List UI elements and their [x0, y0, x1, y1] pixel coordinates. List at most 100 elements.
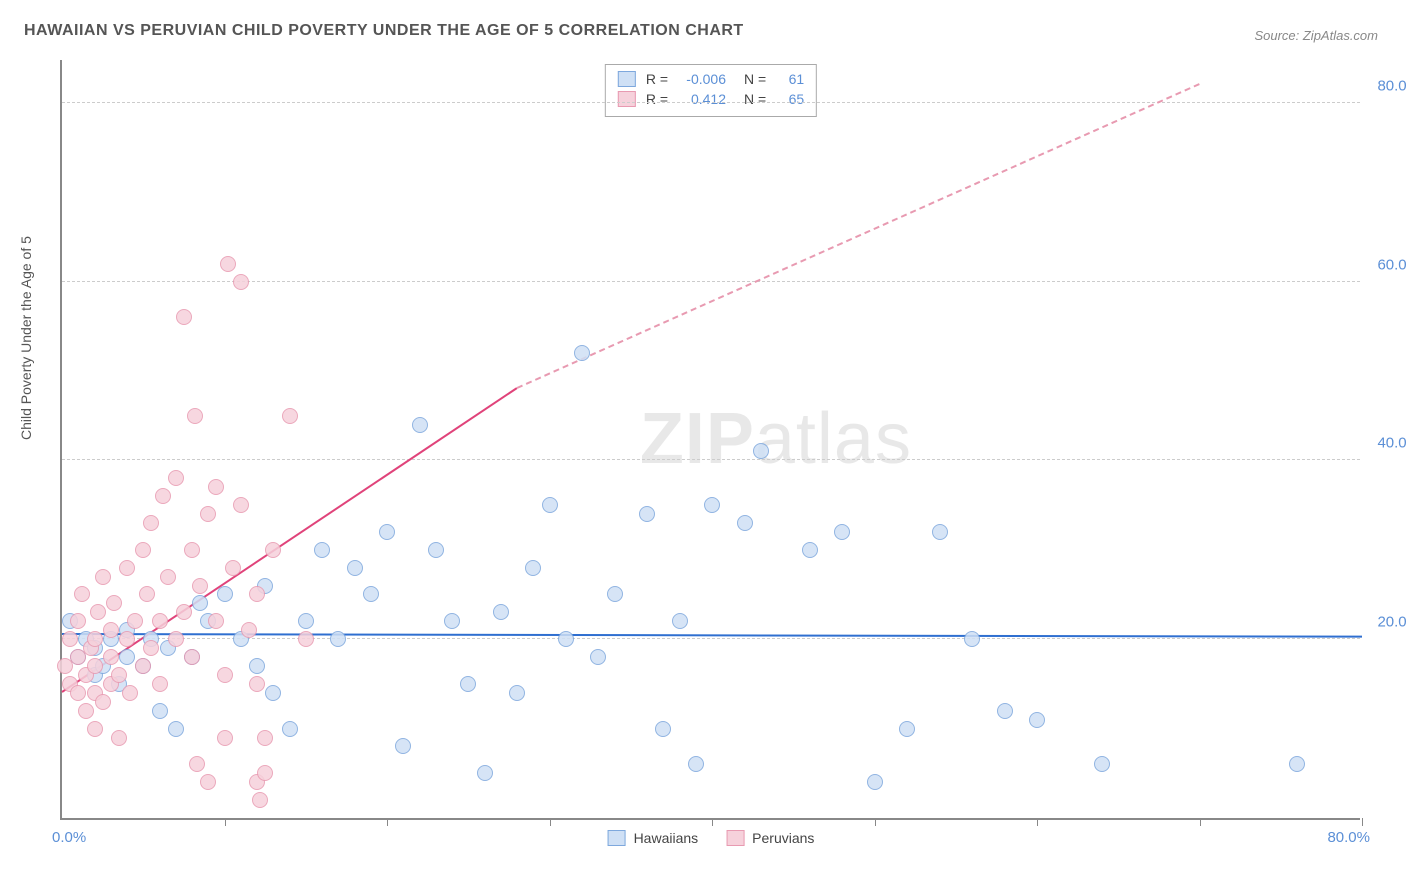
y-tick-label: 80.0% [1377, 77, 1406, 94]
data-point [363, 586, 379, 602]
data-point [590, 649, 606, 665]
data-point [753, 443, 769, 459]
x-tick [1037, 818, 1038, 826]
data-point [90, 604, 106, 620]
legend-label: Peruvians [752, 830, 814, 846]
data-point [257, 730, 273, 746]
data-point [639, 506, 655, 522]
data-point [143, 640, 159, 656]
data-point [111, 730, 127, 746]
data-point [87, 631, 103, 647]
data-point [330, 631, 346, 647]
data-point [477, 765, 493, 781]
data-point [688, 756, 704, 772]
chart-title: HAWAIIAN VS PERUVIAN CHILD POVERTY UNDER… [24, 22, 744, 40]
source-link[interactable]: ZipAtlas.com [1303, 28, 1378, 43]
data-point [412, 417, 428, 433]
regression-line [62, 633, 1362, 638]
data-point [168, 470, 184, 486]
data-point [932, 524, 948, 540]
data-point [225, 560, 241, 576]
y-tick-label: 20.0% [1377, 614, 1406, 631]
data-point [233, 274, 249, 290]
data-point [298, 613, 314, 629]
legend-item: Hawaiians [608, 830, 699, 846]
x-tick [387, 818, 388, 826]
gridline [62, 638, 1360, 639]
data-point [265, 542, 281, 558]
data-point [74, 586, 90, 602]
data-point [867, 774, 883, 790]
data-point [217, 586, 233, 602]
data-point [1094, 756, 1110, 772]
data-point [509, 685, 525, 701]
x-axis-origin-label: 0.0% [52, 829, 86, 846]
data-point [964, 631, 980, 647]
data-point [160, 569, 176, 585]
watermark-zip: ZIP [640, 399, 755, 479]
data-point [87, 721, 103, 737]
data-point [249, 658, 265, 674]
source-prefix: Source: [1254, 28, 1302, 43]
legend-item: Peruvians [726, 830, 814, 846]
data-point [220, 256, 236, 272]
data-point [802, 542, 818, 558]
data-point [282, 721, 298, 737]
data-point [184, 542, 200, 558]
data-point [168, 721, 184, 737]
data-point [347, 560, 363, 576]
gridline [62, 102, 1360, 103]
legend-swatch [726, 830, 744, 846]
data-point [672, 613, 688, 629]
data-point [737, 515, 753, 531]
bottom-legend: Hawaiians Peruvians [608, 830, 815, 846]
data-point [525, 560, 541, 576]
data-point [139, 586, 155, 602]
data-point [298, 631, 314, 647]
data-point [200, 506, 216, 522]
data-point [200, 774, 216, 790]
data-point [607, 586, 623, 602]
data-point [192, 578, 208, 594]
gridline [62, 459, 1360, 460]
y-axis-label: Child Poverty Under the Age of 5 [18, 236, 34, 440]
data-point [152, 676, 168, 692]
source-attribution: Source: ZipAtlas.com [1254, 28, 1378, 43]
data-point [143, 515, 159, 531]
data-point [574, 345, 590, 361]
data-point [135, 542, 151, 558]
r-value: -0.006 [678, 69, 726, 89]
data-point [189, 756, 205, 772]
y-tick-label: 60.0% [1377, 256, 1406, 273]
data-point [395, 738, 411, 754]
x-tick [1362, 818, 1363, 826]
watermark: ZIPatlas [640, 398, 912, 480]
data-point [379, 524, 395, 540]
stats-row: R =0.412N =65 [618, 89, 804, 109]
data-point [265, 685, 281, 701]
stats-legend-box: R =-0.006N =61R =0.412N =65 [605, 64, 817, 117]
x-axis-max-label: 80.0% [1327, 829, 1370, 846]
data-point [87, 658, 103, 674]
data-point [208, 613, 224, 629]
stats-row: R =-0.006N =61 [618, 69, 804, 89]
data-point [1289, 756, 1305, 772]
data-point [428, 542, 444, 558]
data-point [704, 497, 720, 513]
data-point [135, 658, 151, 674]
data-point [127, 613, 143, 629]
data-point [444, 613, 460, 629]
series-swatch [618, 71, 636, 87]
data-point [106, 595, 122, 611]
data-point [217, 667, 233, 683]
n-value: 65 [776, 89, 804, 109]
data-point [257, 765, 273, 781]
data-point [95, 569, 111, 585]
x-tick [875, 818, 876, 826]
data-point [655, 721, 671, 737]
scatter-plot: ZIPatlas R =-0.006N =61R =0.412N =65 Haw… [60, 60, 1360, 820]
data-point [62, 631, 78, 647]
data-point [176, 309, 192, 325]
x-tick [1200, 818, 1201, 826]
data-point [111, 667, 127, 683]
